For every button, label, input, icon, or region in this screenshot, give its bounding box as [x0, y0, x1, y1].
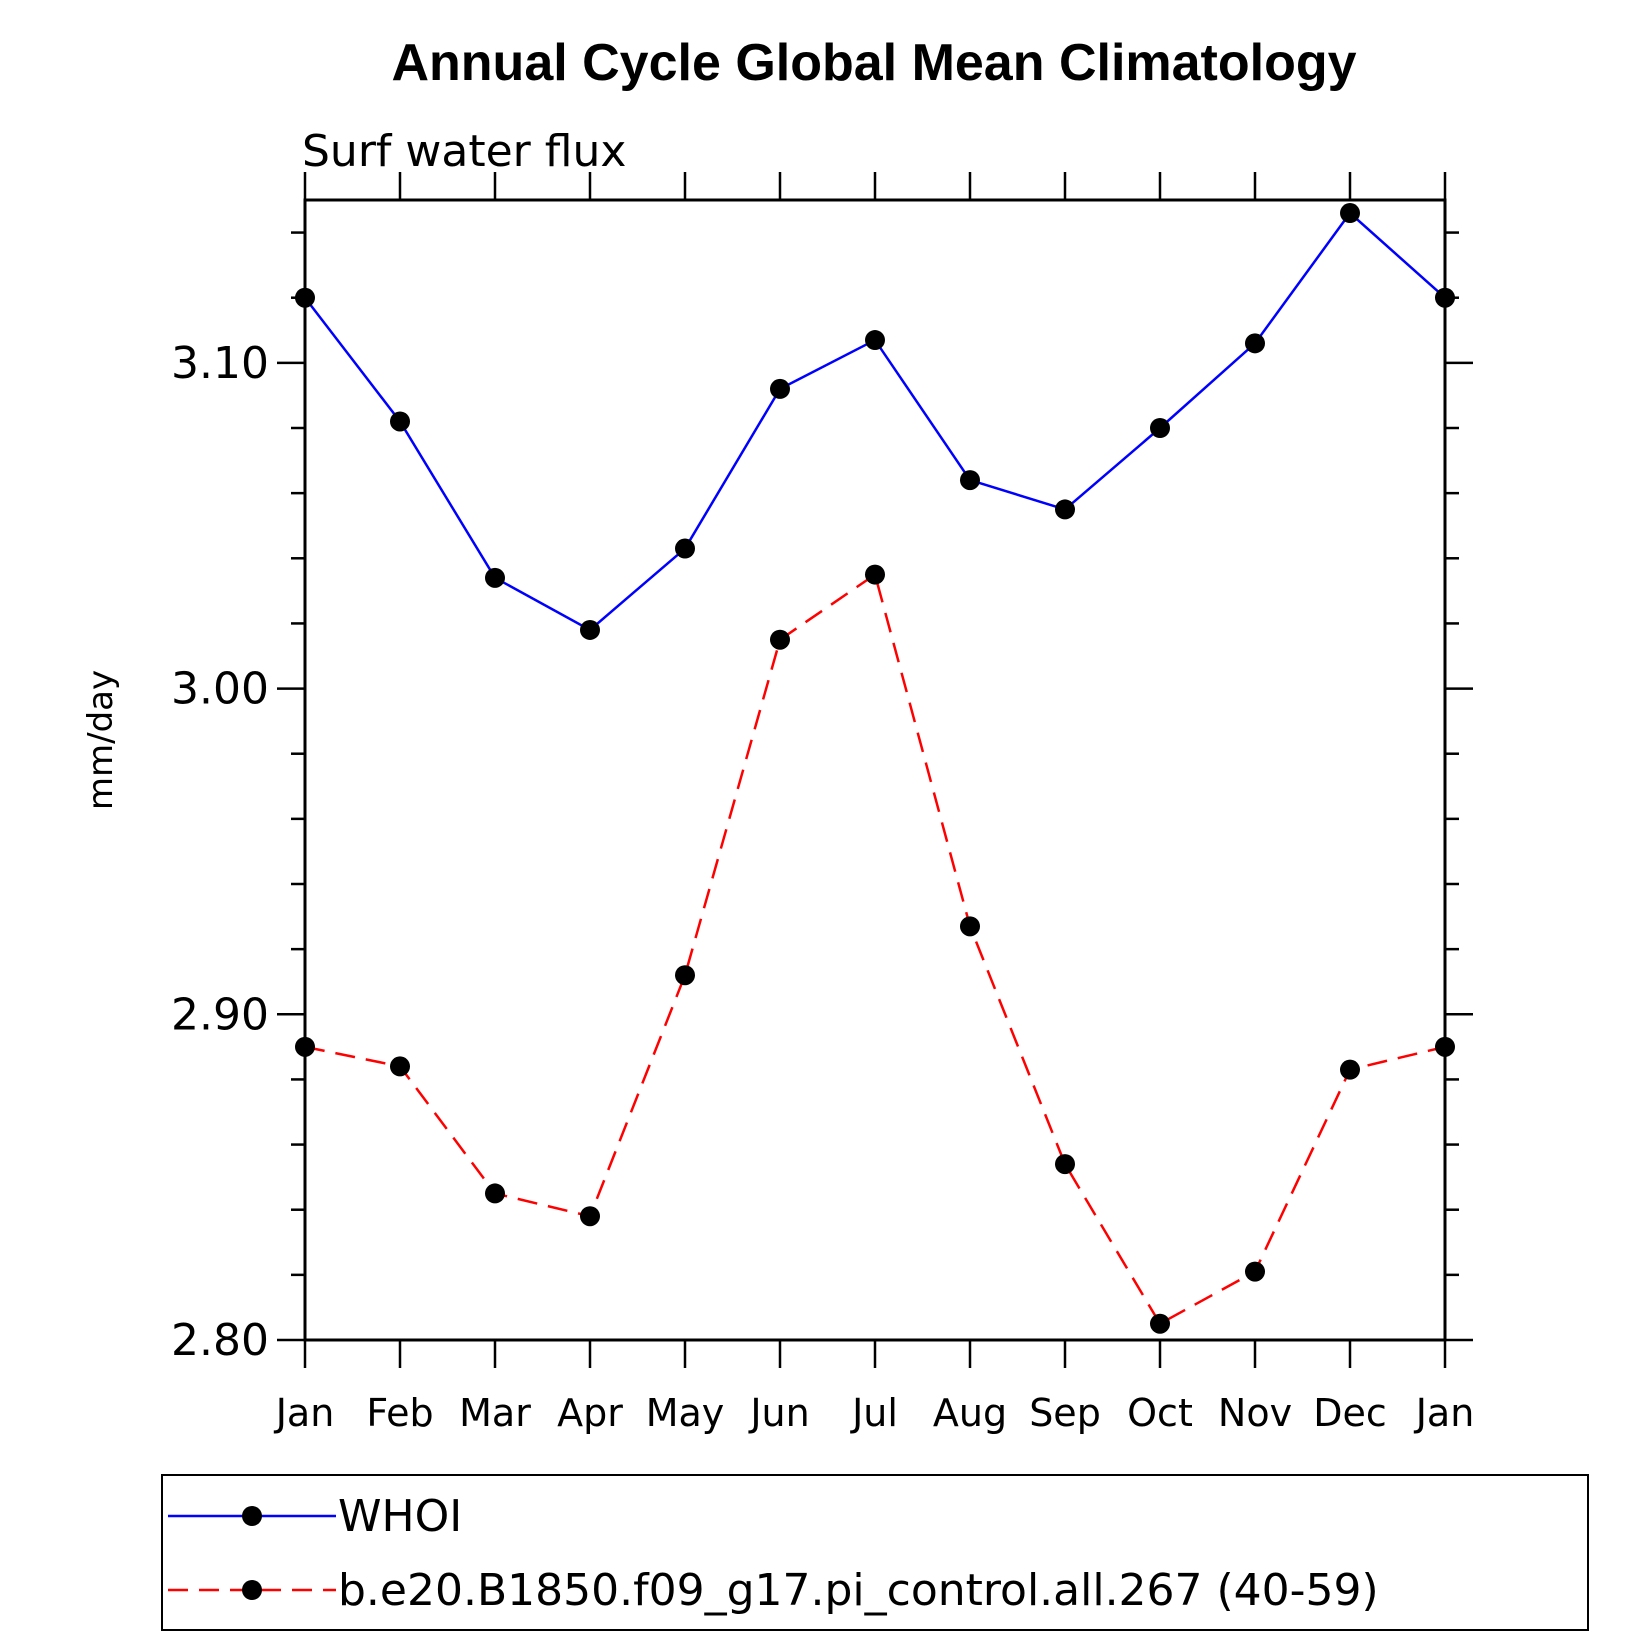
- y-tick-label: 3.10: [171, 338, 269, 389]
- series-line-1: [304, 572, 1446, 1326]
- x-tick-label: Dec: [1313, 1391, 1387, 1435]
- x-tick-label: Aug: [933, 1391, 1007, 1435]
- series-0-point: [390, 411, 410, 432]
- x-tick-label: Jun: [748, 1391, 809, 1435]
- series-0-point: [1340, 203, 1360, 224]
- series-layer: [295, 203, 1455, 1334]
- series-1-point: [1150, 1313, 1170, 1334]
- series-1-point: [485, 1183, 505, 1204]
- x-tick-label: Jul: [850, 1391, 898, 1435]
- x-tick-label: Jan: [1414, 1391, 1475, 1435]
- series-0-point: [865, 330, 885, 351]
- series-0-point: [675, 538, 695, 559]
- x-tick-label: May: [646, 1391, 725, 1435]
- x-tick-label: Feb: [366, 1391, 433, 1435]
- series-1-point: [675, 965, 695, 986]
- series-1-point: [295, 1036, 315, 1057]
- series-0-point: [770, 378, 790, 399]
- x-tick-label: Oct: [1127, 1391, 1193, 1435]
- series-1-point: [1340, 1059, 1360, 1080]
- series-0-point: [1245, 333, 1265, 354]
- y-tick-label: 3.00: [171, 664, 269, 715]
- series-0-point: [295, 287, 315, 308]
- x-tick-label: Nov: [1218, 1391, 1292, 1435]
- chart-title: Annual Cycle Global Mean Climatology: [391, 34, 1356, 92]
- chart-subtitle: Surf water flux: [302, 126, 626, 177]
- legend-label-series-1: b.e20.B1850.f09_g17.pi_control.all.267 (…: [338, 1565, 1379, 1616]
- series-0-point: [960, 470, 980, 491]
- legend: WHOI b.e20.B1850.f09_g17.pi_control.all.…: [161, 1474, 1589, 1631]
- series-0-point: [1150, 418, 1170, 438]
- legend-marker-series-0: [242, 1506, 262, 1526]
- x-tick-label: Sep: [1029, 1391, 1101, 1435]
- series-1-point: [1245, 1261, 1265, 1282]
- series-1-point: [1055, 1154, 1075, 1175]
- series-0-point: [1055, 499, 1075, 520]
- y-tick-labels: 2.80 2.90 3.00 3.10: [171, 338, 269, 1366]
- legend-marker-series-1: [242, 1580, 262, 1600]
- series-1-point: [390, 1056, 410, 1077]
- legend-box: [161, 1474, 1589, 1631]
- x-tick-labels: Jan Feb Mar Apr May Jun Jul Aug Sep Oct Nov Dec Jan: [274, 1391, 1475, 1435]
- y-tick-label: 2.80: [171, 1315, 269, 1366]
- x-tick-label: Apr: [557, 1391, 623, 1435]
- series-0-point: [485, 567, 505, 588]
- series-0-point: [580, 619, 600, 640]
- series-1-point: [960, 916, 980, 937]
- series-1-point: [1435, 1036, 1455, 1057]
- series-1-point: [770, 629, 790, 650]
- x-tick-label: Jan: [274, 1391, 335, 1435]
- series-1-point: [580, 1206, 600, 1227]
- series-0-point: [1435, 287, 1455, 308]
- legend-label-series-0: WHOI: [338, 1491, 462, 1542]
- y-axis-label: mm/day: [81, 670, 121, 810]
- series-1-point: [865, 564, 885, 585]
- y-tick-label: 2.90: [171, 989, 269, 1040]
- x-tick-label: Mar: [459, 1391, 531, 1435]
